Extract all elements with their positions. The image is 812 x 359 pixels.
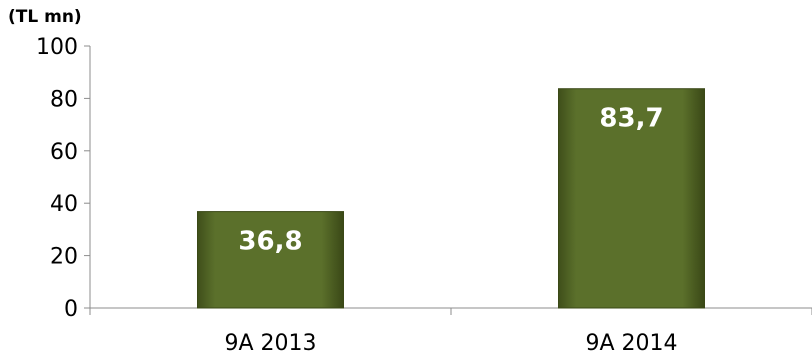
data-label: 83,7 [599, 104, 663, 134]
y-axis: 0 20 40 60 80 100 [36, 35, 91, 322]
category-label: 9A 2014 [585, 331, 677, 356]
unit-label: (TL mn) [8, 7, 82, 27]
x-axis [89, 307, 812, 315]
y-tick-label: 0 [64, 297, 78, 322]
bars [197, 88, 705, 309]
bar [558, 88, 705, 309]
category-label: 9A 2013 [224, 331, 316, 356]
data-label: 36,8 [238, 227, 302, 257]
data-labels: 36,8 83,7 [238, 104, 663, 257]
category-labels: 9A 2013 9A 2014 [224, 331, 677, 356]
y-tick-label: 40 [50, 192, 78, 217]
y-tick-label: 60 [50, 140, 78, 165]
y-tick-label: 80 [50, 87, 78, 112]
bar [197, 211, 344, 309]
y-tick-label: 100 [36, 35, 78, 60]
y-tick-label: 20 [50, 245, 78, 270]
